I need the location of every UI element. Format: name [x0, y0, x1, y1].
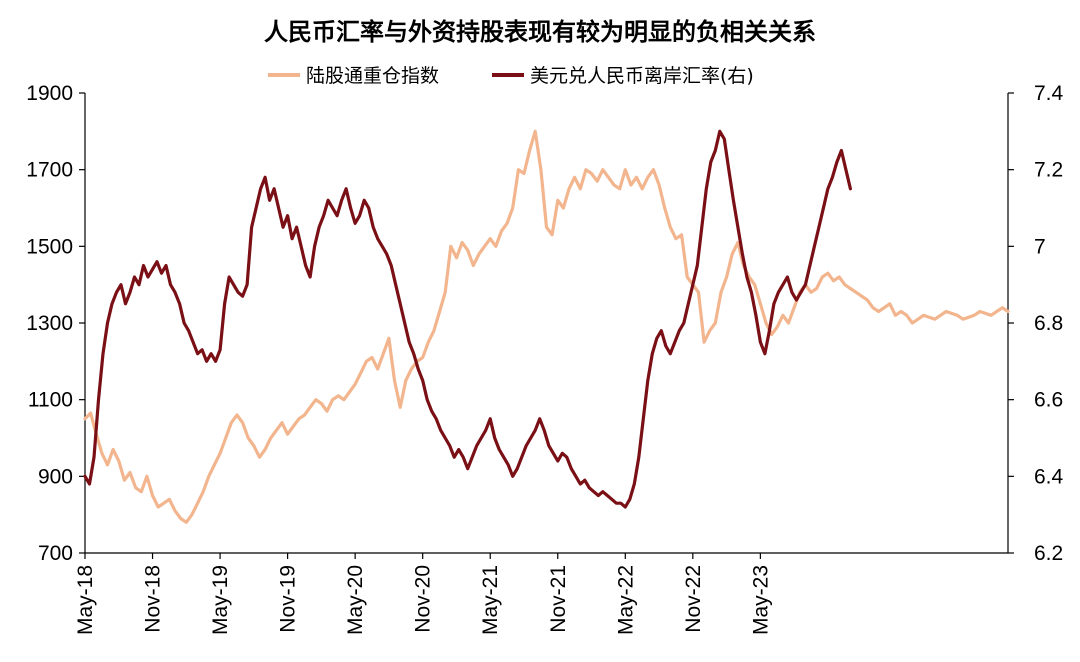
- right-axis-tick-label: 6.8: [1034, 312, 1063, 335]
- series-layer: [83, 129, 1010, 524]
- x-axis-tick-label: Nov-22: [682, 565, 705, 633]
- legend-label-series-2: 美元兑人民币离岸汇率(右): [530, 65, 754, 87]
- x-axis-tick-label: May-20: [344, 565, 367, 635]
- x-axis-tick-label: May-18: [74, 565, 97, 635]
- right-axis-tick-label: 6.4: [1034, 465, 1064, 488]
- right-axis-tick-label: 7.2: [1034, 159, 1063, 182]
- chart-title: 人民币汇率与外资持股表现有较为明显的负相关关系: [264, 18, 816, 46]
- axes: 1900 1700 1500 1300 1100 900 700 7.4 7.2 7 6.8 6.6 6…: [26, 82, 1063, 635]
- series-line-2: [83, 129, 852, 509]
- legend-label-series-1: 陆股通重仓指数: [306, 65, 439, 87]
- x-axis-tick-label: May-21: [479, 565, 502, 635]
- left-axis-tick-label: 1900: [26, 82, 73, 105]
- x-axis-tick-label: Nov-18: [142, 565, 165, 633]
- x-axis-tick-label: May-19: [209, 565, 232, 635]
- right-axis-tick-label: 7: [1034, 235, 1046, 258]
- left-axis-tick-label: 1300: [26, 312, 73, 335]
- left-axis-tick-label: 1700: [26, 159, 73, 182]
- x-axis-tick-label: May-23: [749, 565, 772, 635]
- legend: 陆股通重仓指数 美元兑人民币离岸汇率(右): [268, 65, 754, 87]
- x-axis-tick-label: Nov-20: [412, 565, 435, 633]
- right-axis-tick-label: 7.4: [1034, 82, 1064, 105]
- left-axis-tick-label: 700: [38, 542, 73, 565]
- left-axis-tick-label: 900: [38, 465, 73, 488]
- left-axis-tick-label: 1500: [26, 235, 73, 258]
- series-line-1: [83, 129, 1010, 524]
- left-axis-tick-label: 1100: [28, 389, 73, 412]
- x-axis-tick-label: Nov-21: [547, 565, 570, 633]
- x-axis-tick-label: May-22: [614, 565, 637, 635]
- right-axis-tick-label: 6.2: [1034, 542, 1063, 565]
- right-axis-tick-label: 6.6: [1034, 389, 1063, 412]
- x-axis-tick-label: Nov-19: [277, 565, 300, 633]
